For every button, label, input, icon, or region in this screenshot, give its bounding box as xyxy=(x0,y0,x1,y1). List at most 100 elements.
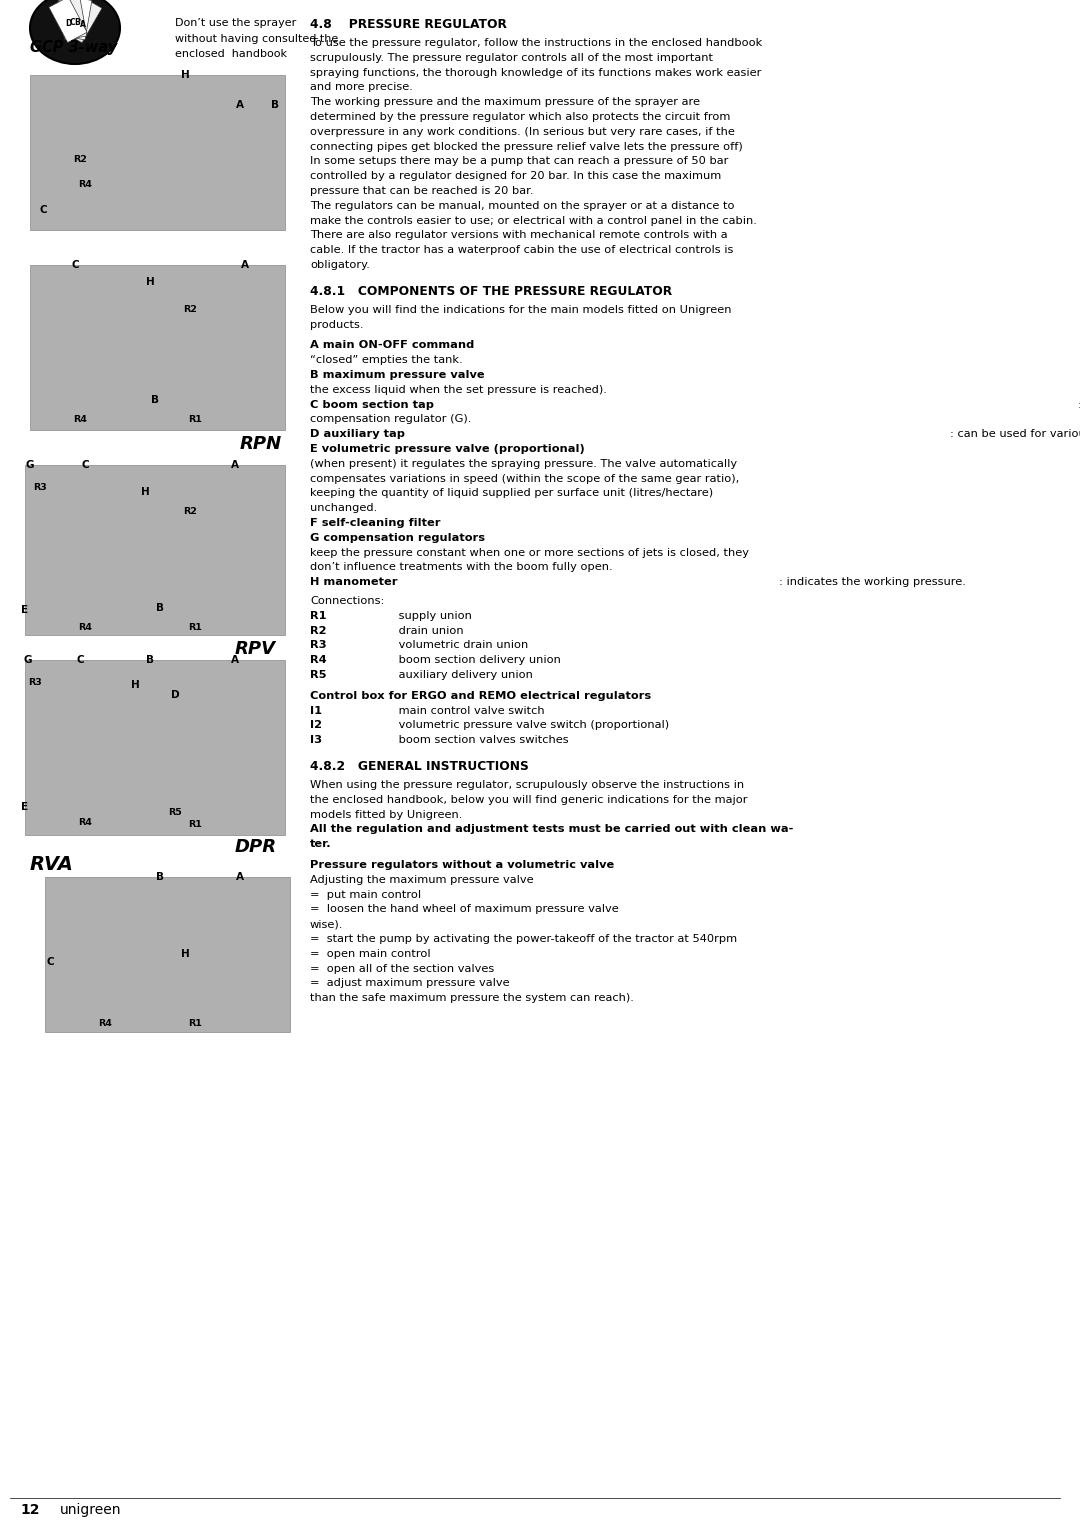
Text: C boom section tap: C boom section tap xyxy=(310,400,434,410)
Text: the enclosed handbook, below you will find generic indications for the major: the enclosed handbook, below you will fi… xyxy=(310,795,747,805)
Text: R2: R2 xyxy=(73,154,86,163)
Text: (when present) it regulates the spraying pressure. The valve automatically: (when present) it regulates the spraying… xyxy=(310,458,738,469)
Text: and more precise.: and more precise. xyxy=(310,83,413,92)
Text: The regulators can be manual, mounted on the sprayer or at a distance to: The regulators can be manual, mounted on… xyxy=(310,200,734,211)
Text: ter.: ter. xyxy=(310,839,332,850)
Text: In some setups there may be a pump that can reach a pressure of 50 bar: In some setups there may be a pump that … xyxy=(310,156,728,167)
Text: B: B xyxy=(146,656,154,665)
Bar xyxy=(25,465,285,636)
Text: I3: I3 xyxy=(310,735,322,746)
Text: models fitted by Unigreen.: models fitted by Unigreen. xyxy=(310,810,462,819)
Text: Below you will find the indications for the main models fitted on Unigreen: Below you will find the indications for … xyxy=(310,304,731,315)
Text: cable. If the tractor has a waterproof cabin the use of electrical controls is: cable. If the tractor has a waterproof c… xyxy=(310,244,733,255)
Text: R3: R3 xyxy=(33,483,46,492)
Text: H: H xyxy=(180,949,189,960)
Text: B: B xyxy=(271,99,279,110)
Text: supply union: supply union xyxy=(395,611,472,620)
Text: B maximum pressure valve: B maximum pressure valve xyxy=(310,370,485,380)
Text: E: E xyxy=(22,802,28,811)
Text: Don’t use the sprayer: Don’t use the sprayer xyxy=(175,18,296,28)
Text: H: H xyxy=(131,680,139,691)
Text: =  open all of the section valves: = open all of the section valves xyxy=(310,964,498,973)
Text: B: B xyxy=(151,396,159,405)
Bar xyxy=(25,660,285,834)
Text: pressure that can be reached is 20 bar.: pressure that can be reached is 20 bar. xyxy=(310,186,534,196)
Text: GCP 3-way: GCP 3-way xyxy=(30,40,118,55)
Text: R1: R1 xyxy=(188,623,202,633)
Text: F self-cleaning filter: F self-cleaning filter xyxy=(310,518,441,529)
Text: RPN: RPN xyxy=(240,435,282,452)
Text: =  loosen the hand wheel of maximum pressure valve: = loosen the hand wheel of maximum press… xyxy=(310,905,622,914)
Text: The working pressure and the maximum pressure of the sprayer are: The working pressure and the maximum pre… xyxy=(310,98,700,107)
Text: : opens the corresponding boom or drains to the: : opens the corresponding boom or drains… xyxy=(1078,400,1080,410)
Text: DPR: DPR xyxy=(235,837,278,856)
Text: auxiliary delivery union: auxiliary delivery union xyxy=(395,669,534,680)
Bar xyxy=(30,264,285,429)
Text: C: C xyxy=(77,656,84,665)
Text: A: A xyxy=(80,20,85,29)
Text: E: E xyxy=(22,605,28,614)
Text: Pressure regulators without a volumetric valve: Pressure regulators without a volumetric… xyxy=(310,860,615,869)
Text: R1: R1 xyxy=(188,821,202,830)
Text: I2: I2 xyxy=(310,720,322,730)
Text: =  put main control: = put main control xyxy=(310,889,424,900)
Text: D auxiliary tap: D auxiliary tap xyxy=(310,429,405,439)
Text: spraying functions, the thorough knowledge of its functions makes work easier: spraying functions, the thorough knowled… xyxy=(310,67,761,78)
Text: Connections:: Connections: xyxy=(310,596,384,607)
Text: R1: R1 xyxy=(188,1019,202,1028)
Text: “closed” empties the tank.: “closed” empties the tank. xyxy=(310,354,462,365)
Text: R1: R1 xyxy=(188,416,202,423)
Text: keep the pressure constant when one or more sections of jets is closed, they: keep the pressure constant when one or m… xyxy=(310,547,750,558)
Text: A: A xyxy=(237,872,244,882)
Text: A: A xyxy=(237,99,244,110)
Text: B: B xyxy=(156,872,164,882)
Text: 4.8.2   GENERAL INSTRUCTIONS: 4.8.2 GENERAL INSTRUCTIONS xyxy=(310,759,529,773)
Text: 12: 12 xyxy=(21,1504,40,1517)
Text: B: B xyxy=(75,18,81,26)
Text: R3: R3 xyxy=(28,678,42,688)
Text: controlled by a regulator designed for 20 bar. In this case the maximum: controlled by a regulator designed for 2… xyxy=(310,171,721,182)
Text: G compensation regulators: G compensation regulators xyxy=(310,533,485,542)
Text: =  open main control: = open main control xyxy=(310,949,434,958)
Text: A: A xyxy=(231,460,239,471)
Text: R4: R4 xyxy=(73,416,86,423)
Text: H: H xyxy=(146,277,154,287)
Bar xyxy=(30,75,285,231)
Text: =  adjust maximum pressure valve: = adjust maximum pressure valve xyxy=(310,978,513,989)
Text: R2: R2 xyxy=(184,507,197,516)
Text: boom section delivery union: boom section delivery union xyxy=(395,656,562,665)
Text: There are also regulator versions with mechanical remote controls with a: There are also regulator versions with m… xyxy=(310,231,728,240)
Text: A: A xyxy=(241,260,249,270)
Ellipse shape xyxy=(30,0,120,64)
Text: R1: R1 xyxy=(310,611,326,620)
Polygon shape xyxy=(63,0,102,43)
Text: : can be used for various accessories (it is always manual).: : can be used for various accessories (i… xyxy=(949,429,1080,439)
Text: products.: products. xyxy=(310,319,364,330)
Text: overpressure in any work conditions. (In serious but very rare cases, if the: overpressure in any work conditions. (In… xyxy=(310,127,734,138)
Text: 4.8    PRESSURE REGULATOR: 4.8 PRESSURE REGULATOR xyxy=(310,18,507,31)
Bar xyxy=(45,877,291,1031)
Text: R5: R5 xyxy=(310,669,326,680)
Text: A main ON-OFF command: A main ON-OFF command xyxy=(310,341,474,350)
Text: C: C xyxy=(40,205,48,215)
Text: unchanged.: unchanged. xyxy=(310,503,377,513)
Text: keeping the quantity of liquid supplied per surface unit (litres/hectare): keeping the quantity of liquid supplied … xyxy=(310,489,713,498)
Polygon shape xyxy=(58,0,86,40)
Text: H manometer: H manometer xyxy=(310,578,397,587)
Text: D: D xyxy=(65,20,71,28)
Text: R4: R4 xyxy=(98,1019,112,1028)
Text: R4: R4 xyxy=(310,656,326,665)
Text: H: H xyxy=(140,487,149,497)
Text: C: C xyxy=(46,957,54,967)
Text: Adjusting the maximum pressure valve: Adjusting the maximum pressure valve xyxy=(310,876,534,885)
Text: C: C xyxy=(69,18,76,26)
Text: G: G xyxy=(26,460,35,471)
Text: wise).: wise). xyxy=(310,920,343,929)
Text: volumetric pressure valve switch (proportional): volumetric pressure valve switch (propor… xyxy=(395,720,670,730)
Text: R4: R4 xyxy=(78,623,92,633)
Text: All the regulation and adjustment tests must be carried out with clean wa-: All the regulation and adjustment tests … xyxy=(310,825,794,834)
Text: connecting pipes get blocked the pressure relief valve lets the pressure off): connecting pipes get blocked the pressur… xyxy=(310,142,743,151)
Text: R4: R4 xyxy=(78,817,92,827)
Text: I1: I1 xyxy=(310,706,322,715)
Text: boom section valves switches: boom section valves switches xyxy=(395,735,569,746)
